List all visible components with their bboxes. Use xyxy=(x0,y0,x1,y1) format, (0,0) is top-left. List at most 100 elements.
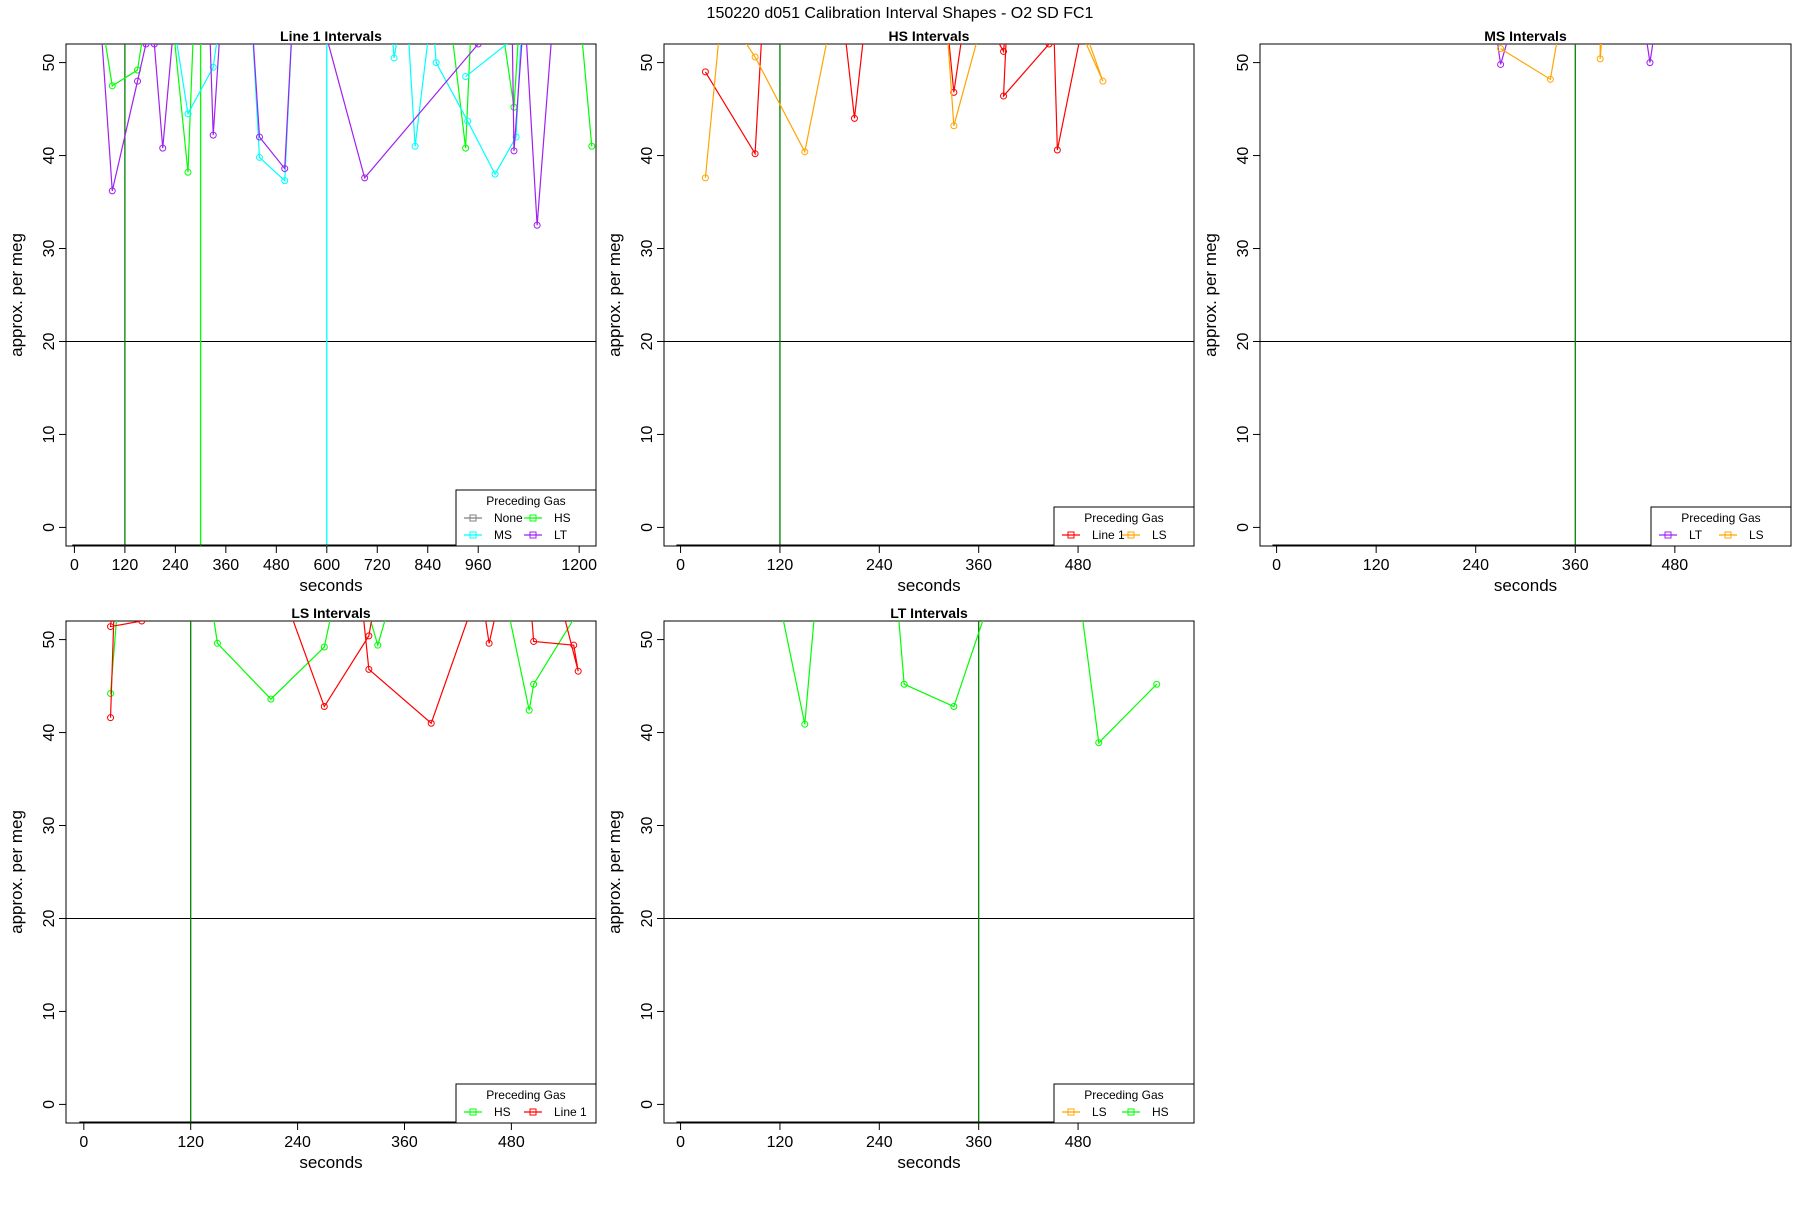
x-tick-label: 120 xyxy=(767,1134,794,1151)
data-point xyxy=(485,639,493,647)
series-line-lt xyxy=(1497,44,1654,65)
data-point xyxy=(751,53,759,61)
x-tick-label: 360 xyxy=(212,557,239,574)
data-point xyxy=(950,88,958,96)
data-point xyxy=(1099,77,1107,85)
x-tick-label: 480 xyxy=(498,1134,525,1151)
data-point xyxy=(1646,59,1654,67)
x-tick-label: 120 xyxy=(767,557,794,574)
plot-frame xyxy=(65,43,597,547)
x-tick-label: 240 xyxy=(1462,557,1489,574)
y-tick-label: 40 xyxy=(639,724,656,742)
data-point xyxy=(574,667,582,675)
y-tick-label: 50 xyxy=(41,54,58,72)
data-point xyxy=(365,632,373,640)
x-tick-label: 480 xyxy=(263,557,290,574)
y-tick-label: 0 xyxy=(1235,523,1252,532)
y-tick-label: 40 xyxy=(41,147,58,165)
y-tick-label: 0 xyxy=(41,1100,58,1109)
data-point xyxy=(361,174,369,182)
legend-swatch-marker xyxy=(1664,531,1672,539)
y-tick-label: 30 xyxy=(639,240,656,258)
data-point xyxy=(427,719,435,727)
data-point xyxy=(530,637,538,645)
x-tick-label: 1200 xyxy=(561,557,597,574)
data-point xyxy=(462,73,470,81)
data-point xyxy=(107,623,115,631)
plot-frame xyxy=(1259,43,1792,547)
y-tick-label: 50 xyxy=(1235,54,1252,72)
legend-swatch-marker xyxy=(469,531,477,539)
data-point xyxy=(209,63,217,71)
legend-swatch-marker xyxy=(1067,531,1075,539)
y-tick-label: 0 xyxy=(41,523,58,532)
legend-entry-label: LS xyxy=(1749,528,1764,542)
x-tick-label: 0 xyxy=(676,1134,685,1151)
y-tick-label: 20 xyxy=(639,909,656,927)
legend-entry-label: LT xyxy=(554,528,568,542)
data-point xyxy=(107,690,115,698)
y-tick-label: 20 xyxy=(639,332,656,350)
y-axis-label: approx. per meg xyxy=(605,810,624,934)
data-point xyxy=(209,131,217,139)
legend-swatch-marker xyxy=(529,531,537,539)
x-tick-label: 0 xyxy=(70,557,79,574)
y-axis-label: approx. per meg xyxy=(605,233,624,357)
legend-entry-label: Line 1 xyxy=(1092,528,1125,542)
legend-swatch-marker xyxy=(529,1108,537,1116)
x-tick-label: 240 xyxy=(866,557,893,574)
x-tick-label: 360 xyxy=(965,1134,992,1151)
x-axis-label: seconds xyxy=(1494,576,1557,595)
data-point xyxy=(390,54,398,62)
panel-4: LS Intervals 0 120 240 360 480 0 10 20 30 40 50 seco… xyxy=(7,605,597,1172)
y-tick-label: 10 xyxy=(41,425,58,443)
x-tick-label: 120 xyxy=(1363,557,1390,574)
y-tick-label: 20 xyxy=(41,332,58,350)
series-line-hs xyxy=(104,44,593,173)
y-axis-label: approx. per meg xyxy=(7,233,26,357)
data-point xyxy=(1546,75,1554,83)
legend: Preceding Gas Line 1 LS xyxy=(1053,506,1195,547)
data-point xyxy=(365,665,373,673)
data-point xyxy=(462,144,470,152)
panel-3: MS Intervals 0 120 240 360 480 0 10 20 30 40 50 seco… xyxy=(1201,28,1792,595)
figure-title: 150220 d051 Calibration Interval Shapes … xyxy=(707,5,1094,22)
x-tick-label: 0 xyxy=(79,1134,88,1151)
y-tick-label: 30 xyxy=(639,817,656,835)
x-tick-label: 0 xyxy=(676,557,685,574)
legend-swatch-marker xyxy=(469,1108,477,1116)
data-point xyxy=(1497,45,1505,53)
series-line-ms xyxy=(176,44,522,182)
y-tick-label: 30 xyxy=(41,817,58,835)
legend-box xyxy=(1650,506,1792,547)
data-point xyxy=(588,142,596,150)
data-point xyxy=(1045,44,1053,48)
legend-swatch-marker xyxy=(1127,531,1135,539)
legend: Preceding Gas LS HS xyxy=(1053,1083,1195,1124)
data-point xyxy=(255,153,263,161)
y-axis-label: approx. per meg xyxy=(1201,233,1220,357)
legend-title: Preceding Gas xyxy=(1084,1088,1163,1102)
data-point xyxy=(533,221,541,229)
legend-swatch-marker xyxy=(469,514,477,522)
x-tick-label: 720 xyxy=(364,557,391,574)
x-axis-label: seconds xyxy=(897,576,960,595)
legend-entry-label: HS xyxy=(554,511,571,525)
series-line-hs xyxy=(782,621,1158,745)
data-point xyxy=(801,148,809,156)
y-tick-label: 50 xyxy=(639,54,656,72)
x-tick-label: 240 xyxy=(284,1134,311,1151)
data-point xyxy=(900,680,908,688)
y-tick-label: 50 xyxy=(41,631,58,649)
legend-swatch-marker xyxy=(1067,1108,1075,1116)
series-line-ls xyxy=(1500,44,1602,81)
legend-box xyxy=(1053,1083,1195,1124)
series-line-ls xyxy=(704,44,1104,178)
legend-swatch-marker xyxy=(1127,1108,1135,1116)
panel-title: MS Intervals xyxy=(1484,28,1567,44)
x-axis-label: seconds xyxy=(299,1153,362,1172)
y-tick-label: 50 xyxy=(639,631,656,649)
plot-area xyxy=(66,621,596,1123)
